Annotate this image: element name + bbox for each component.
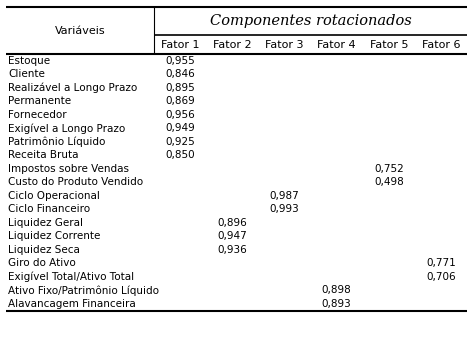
Text: Custo do Produto Vendido: Custo do Produto Vendido bbox=[8, 177, 143, 187]
Text: Liquidez Geral: Liquidez Geral bbox=[8, 218, 83, 228]
Text: 0,706: 0,706 bbox=[426, 272, 455, 282]
Text: Fator 6: Fator 6 bbox=[421, 39, 460, 50]
Text: 0,898: 0,898 bbox=[322, 285, 351, 295]
Text: Liquidez Corrente: Liquidez Corrente bbox=[8, 231, 100, 241]
Text: 0,846: 0,846 bbox=[165, 69, 195, 79]
Text: Liquidez Seca: Liquidez Seca bbox=[8, 245, 80, 255]
Text: Patrimônio Líquido: Patrimônio Líquido bbox=[8, 136, 105, 147]
Text: Fornecedor: Fornecedor bbox=[8, 110, 67, 120]
Text: 0,896: 0,896 bbox=[218, 218, 247, 228]
Text: Giro do Ativo: Giro do Ativo bbox=[8, 258, 76, 268]
Text: 0,771: 0,771 bbox=[426, 258, 456, 268]
Text: Impostos sobre Vendas: Impostos sobre Vendas bbox=[8, 164, 129, 174]
Text: 0,956: 0,956 bbox=[165, 110, 195, 120]
Text: Estoque: Estoque bbox=[8, 56, 50, 66]
Text: Componentes rotacionados: Componentes rotacionados bbox=[210, 14, 412, 28]
Text: 0,987: 0,987 bbox=[270, 191, 299, 201]
Text: 0,850: 0,850 bbox=[165, 150, 195, 160]
Text: 0,895: 0,895 bbox=[165, 83, 195, 93]
Text: 0,947: 0,947 bbox=[218, 231, 247, 241]
Text: Alavancagem Financeira: Alavancagem Financeira bbox=[8, 299, 136, 309]
Text: 0,925: 0,925 bbox=[165, 137, 195, 147]
Text: 0,949: 0,949 bbox=[165, 123, 195, 133]
Text: 0,752: 0,752 bbox=[374, 164, 403, 174]
Text: 0,498: 0,498 bbox=[374, 177, 403, 187]
Text: Fator 1: Fator 1 bbox=[161, 39, 199, 50]
Text: Fator 4: Fator 4 bbox=[317, 39, 356, 50]
Text: Fator 5: Fator 5 bbox=[369, 39, 408, 50]
Text: Ativo Fixo/Patrimônio Líquido: Ativo Fixo/Patrimônio Líquido bbox=[8, 285, 159, 296]
Text: Receita Bruta: Receita Bruta bbox=[8, 150, 79, 160]
Text: 0,955: 0,955 bbox=[165, 56, 195, 66]
Text: Ciclo Operacional: Ciclo Operacional bbox=[8, 191, 100, 201]
Text: Fator 2: Fator 2 bbox=[213, 39, 252, 50]
Text: Fator 3: Fator 3 bbox=[265, 39, 304, 50]
Text: Cliente: Cliente bbox=[8, 69, 45, 79]
Text: Exigível Total/Ativo Total: Exigível Total/Ativo Total bbox=[8, 272, 134, 282]
Text: 0,893: 0,893 bbox=[322, 299, 351, 309]
Text: 0,869: 0,869 bbox=[165, 96, 195, 106]
Text: 0,993: 0,993 bbox=[270, 204, 299, 214]
Text: Permanente: Permanente bbox=[8, 96, 71, 106]
Text: 0,936: 0,936 bbox=[218, 245, 247, 255]
Text: Exigível a Longo Prazo: Exigível a Longo Prazo bbox=[8, 123, 125, 133]
Text: Realizável a Longo Prazo: Realizável a Longo Prazo bbox=[8, 83, 137, 93]
Text: Ciclo Financeiro: Ciclo Financeiro bbox=[8, 204, 90, 214]
Text: Variáveis: Variáveis bbox=[55, 26, 105, 35]
